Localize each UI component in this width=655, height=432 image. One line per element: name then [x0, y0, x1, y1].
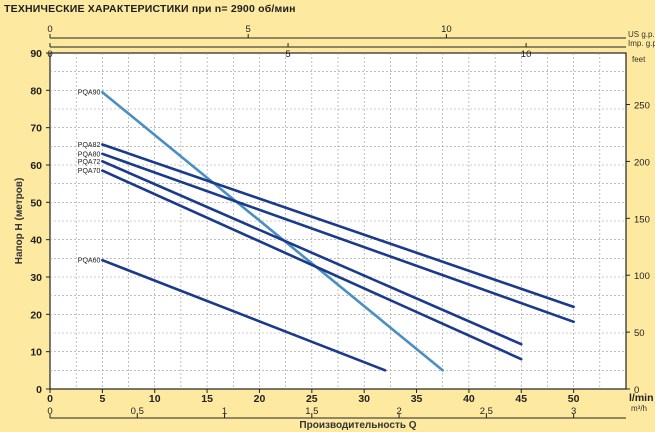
y-tick-label: 30	[30, 272, 42, 284]
secondary-x-tick-label: 1	[222, 406, 227, 417]
series-line-pqa82	[101, 143, 575, 309]
series-label-pqa82: PQA82	[78, 142, 101, 149]
right-tick-label: 150	[634, 214, 650, 225]
y-tick-label: 0	[36, 384, 42, 396]
top-axis-unit: US g.p.m.	[628, 30, 655, 39]
x-tick-label: 30	[358, 393, 370, 405]
x-tick-label: 5	[99, 393, 105, 405]
series-line-pqa70	[101, 169, 523, 361]
y-tick-label: 90	[30, 48, 42, 60]
axis-ticks: 0 5 10 15 20 25 30 35 40 45 50 l/min010203040506070…	[30, 24, 655, 419]
secondary-x-unit: m³/h	[631, 404, 647, 413]
top-tick-label: 0	[47, 24, 52, 35]
secondary-x-tick-label: 0	[47, 406, 52, 417]
y-tick-label: 70	[30, 123, 42, 135]
top-tick-label: 10	[441, 24, 452, 35]
series-label-pqa60: PQA60	[78, 258, 101, 265]
right-axis-unit: feet	[632, 55, 646, 64]
series-label-pqa72: PQA72	[78, 159, 101, 166]
x-tick-label: 50	[568, 393, 580, 405]
series-line-pqa72	[101, 159, 523, 346]
x-tick-label: 40	[463, 393, 475, 405]
series-lines	[101, 90, 575, 372]
y-tick-label: 10	[30, 347, 42, 359]
top-axis-unit: Imp. g.p.m.	[628, 39, 655, 48]
right-tick-label: 100	[634, 271, 650, 282]
axis-labels: Напор H (метров) Производительность Q	[14, 178, 417, 431]
x-tick-label: 45	[515, 393, 527, 405]
right-tick-label: 200	[634, 157, 650, 168]
series-line-pqa80	[101, 152, 575, 324]
right-tick-label: 250	[634, 101, 650, 112]
series-label-pqa70: PQA70	[78, 168, 101, 175]
series-label-pqa90: PQA90	[78, 90, 101, 97]
x-tick-label: 0	[47, 393, 53, 405]
x-unit-label: l/min	[629, 392, 654, 404]
series-line-pqa90	[101, 90, 445, 372]
y-axis-title: Напор H (метров)	[14, 178, 25, 265]
x-tick-label: 10	[149, 393, 161, 405]
x-tick-label: 25	[306, 393, 318, 405]
y-tick-label: 80	[30, 85, 42, 97]
secondary-x-tick-label: 2.5	[480, 406, 493, 417]
x-tick-label: 35	[411, 393, 423, 405]
x-tick-label: 20	[254, 393, 266, 405]
series-label-pqa80: PQA80	[78, 151, 101, 158]
y-tick-label: 20	[30, 309, 42, 321]
y-tick-label: 40	[30, 235, 42, 247]
x-tick-label: 15	[201, 393, 213, 405]
secondary-x-tick-label: 3	[571, 406, 576, 417]
series-line-pqa60	[101, 258, 387, 372]
right-tick-label: 0	[634, 385, 639, 396]
top-tick-label: 0	[47, 49, 52, 60]
secondary-x-tick-label: 2	[396, 406, 401, 417]
y-tick-label: 60	[30, 160, 42, 172]
secondary-x-tick-label: 0.5	[131, 406, 144, 417]
x-axis-title: Производительность Q	[299, 420, 416, 431]
top-tick-label: 5	[246, 24, 251, 35]
y-tick-label: 50	[30, 197, 42, 209]
top-tick-label: 10	[521, 49, 532, 60]
top-tick-label: 5	[285, 49, 290, 60]
right-tick-label: 50	[634, 328, 645, 339]
secondary-x-tick-label: 1.5	[305, 406, 318, 417]
chart-title: ТЕХНИЧЕСКИЕ ХАРАКТЕРИСТИКИ при n= 2900 о…	[4, 3, 296, 15]
